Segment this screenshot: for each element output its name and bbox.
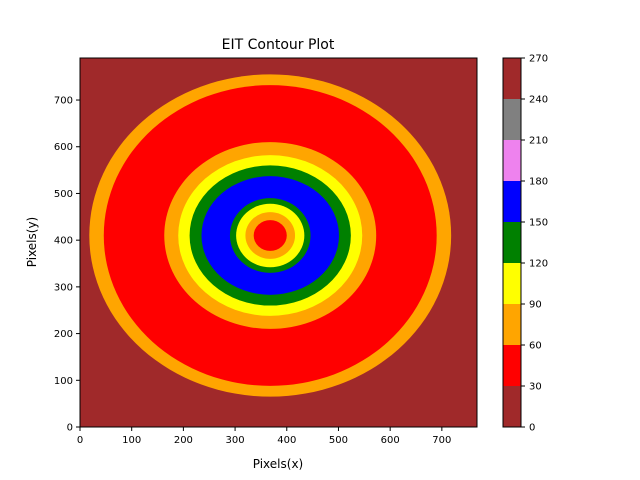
x-tick-label: 400	[277, 435, 296, 446]
colorbar-segment	[503, 386, 521, 427]
colorbar-tick-label: 150	[529, 218, 548, 229]
colorbar-tick-label: 240	[529, 95, 548, 106]
colorbar-tick-label: 90	[529, 300, 542, 311]
colorbar-segment	[503, 263, 521, 304]
y-tick-label: 500	[54, 189, 73, 200]
colorbar-tick-label: 60	[529, 341, 542, 352]
plot-frame	[79, 57, 478, 428]
x-tick-label: 300	[226, 435, 245, 446]
x-tick-label: 200	[174, 435, 193, 446]
x-tick-label: 600	[381, 435, 400, 446]
x-axis-label: Pixels(x)	[253, 457, 303, 471]
colorbar-segment	[503, 58, 521, 99]
colorbar-frame	[502, 57, 522, 428]
y-axis-ticks: 0 100 200 300 400 500 600 700	[54, 96, 80, 434]
colorbar-tick-label: 180	[529, 177, 548, 188]
contour-region-30-60	[253, 220, 287, 251]
y-tick-label: 100	[54, 376, 73, 387]
y-tick-label: 600	[54, 142, 73, 153]
colorbar-tick-label: 0	[529, 423, 535, 434]
colorbar-segment	[503, 140, 521, 181]
colorbar-segment	[503, 304, 521, 345]
x-tick-label: 500	[329, 435, 348, 446]
x-axis-ticks: 0 100 200 300 400 500 600 700	[77, 427, 451, 446]
contour-regions	[89, 74, 452, 397]
x-tick-label: 100	[122, 435, 141, 446]
colorbar-tick-label: 30	[529, 382, 542, 393]
colorbar-segment	[503, 222, 521, 263]
chart-title: EIT Contour Plot	[222, 37, 335, 53]
y-tick-label: 200	[54, 329, 73, 340]
colorbar-segment	[503, 99, 521, 140]
y-tick-label: 700	[54, 96, 73, 107]
colorbar: 0 30 60 90 120 150 180 210 240 270	[502, 54, 548, 434]
y-tick-label: 0	[67, 423, 73, 434]
y-tick-label: 300	[54, 282, 73, 293]
colorbar-segment	[503, 181, 521, 222]
colorbar-tick-label: 210	[529, 136, 548, 147]
x-tick-label: 700	[432, 435, 451, 446]
colorbar-tick-label: 270	[529, 54, 548, 65]
colorbar-segment	[503, 345, 521, 386]
y-axis-label: Pixels(y)	[25, 217, 39, 267]
y-tick-label: 400	[54, 236, 73, 247]
colorbar-tick-label: 120	[529, 259, 548, 270]
x-tick-label: 0	[77, 435, 83, 446]
